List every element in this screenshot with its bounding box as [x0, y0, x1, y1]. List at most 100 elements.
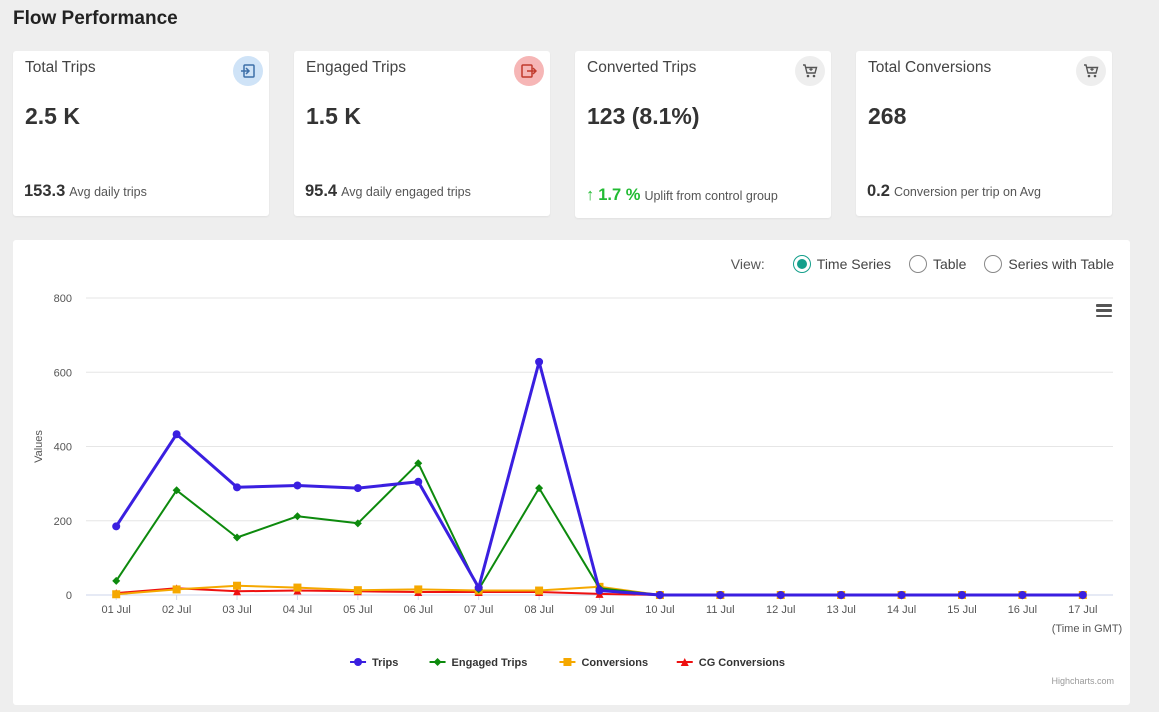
- radio-unchecked-icon[interactable]: [984, 255, 1003, 273]
- data-point: [1018, 591, 1027, 599]
- card-sub-label: Conversion per trip on Avg: [893, 185, 1042, 199]
- data-point: [716, 591, 725, 599]
- card-value: 2.5 K: [25, 103, 80, 129]
- data-point: [233, 587, 242, 596]
- x-tick-label: 08 Jul: [524, 604, 553, 616]
- data-point: [414, 585, 423, 594]
- data-point: [595, 586, 604, 595]
- card-sub-number: 0.2: [867, 182, 890, 200]
- y-tick-label: 200: [54, 516, 72, 528]
- card-label: Engaged Trips: [306, 59, 406, 76]
- data-point: [655, 591, 664, 599]
- cart-icon: [1076, 56, 1106, 86]
- legend-item[interactable]: CG Conversions: [699, 657, 785, 669]
- card-sub-number: 1.7 %: [598, 186, 641, 204]
- data-point: [112, 576, 121, 585]
- legend-marker: [680, 658, 689, 666]
- y-tick-label: 800: [54, 293, 72, 305]
- x-tick-label: 17 Jul: [1068, 604, 1097, 616]
- y-axis-title: Values: [33, 430, 45, 463]
- card-sub-number: 95.4: [305, 182, 338, 200]
- legend-item[interactable]: Trips: [372, 657, 398, 669]
- x-tick-label: 10 Jul: [645, 604, 674, 616]
- x-tick-label: 15 Jul: [947, 604, 976, 616]
- data-point: [353, 484, 362, 493]
- data-point: [837, 591, 846, 599]
- y-tick-label: 600: [54, 367, 72, 379]
- data-point: [474, 583, 483, 592]
- data-point: [535, 586, 544, 595]
- x-tick-label: 16 Jul: [1008, 604, 1037, 616]
- data-point: [535, 484, 544, 493]
- data-point: [233, 581, 242, 590]
- legend-marker: [563, 658, 572, 666]
- view-option-series-with-table[interactable]: Series with Table: [984, 255, 1114, 273]
- x-tick-label: 02 Jul: [162, 604, 191, 616]
- data-point: [172, 486, 181, 495]
- card-label: Total Conversions: [868, 59, 992, 76]
- data-point: [1078, 591, 1087, 599]
- arrow-up-icon: ↑: [586, 186, 595, 204]
- view-label: View:: [730, 256, 765, 272]
- line-chart: 0 200 400 600 800 01 Jul 02 Jul 03 Jul 04 Jul 05 …: [33, 293, 1122, 669]
- data-point: [233, 533, 242, 542]
- radio-unchecked-icon[interactable]: [908, 255, 927, 273]
- legend-item[interactable]: Conversions: [581, 657, 648, 669]
- data-point: [414, 459, 423, 468]
- x-tick-label: 12 Jul: [766, 604, 795, 616]
- card-label: Converted Trips: [587, 59, 697, 76]
- card-label: Total Trips: [25, 59, 96, 76]
- data-point: [776, 591, 785, 599]
- card-sub-label: Avg daily trips: [69, 185, 147, 199]
- series-line: [115, 462, 1083, 596]
- data-point: [112, 522, 121, 531]
- x-axis-title: (Time in GMT): [1052, 623, 1122, 635]
- data-point: [353, 586, 362, 595]
- page-title: Flow Performance: [13, 8, 178, 29]
- x-tick-label: 07 Jul: [464, 604, 493, 616]
- hamburger-menu-icon[interactable]: [1096, 304, 1112, 317]
- chart-credit[interactable]: Highcharts.com: [1051, 676, 1114, 686]
- data-point: [293, 583, 302, 592]
- legend-item[interactable]: Engaged Trips: [452, 657, 528, 669]
- x-tick-label: 01 Jul: [102, 604, 131, 616]
- card-subtext: 95.4 Avg daily engaged trips: [305, 182, 471, 201]
- data-point: [172, 585, 181, 594]
- view-option-table[interactable]: Table: [908, 255, 967, 273]
- legend-marker: [354, 658, 363, 666]
- card-value: 123 (8.1%): [587, 103, 700, 129]
- data-point: [233, 483, 242, 492]
- view-option-label: Table: [932, 256, 967, 272]
- cart-icon: [795, 56, 825, 86]
- card-engaged-trips: Engaged Trips 1.5 K 95.4 Avg daily engage…: [294, 51, 550, 216]
- x-tick-label: 11 Jul: [706, 604, 735, 616]
- data-point: [293, 512, 302, 521]
- data-point: [172, 430, 181, 439]
- chart-panel: View: Time Series Table Series with Tabl…: [13, 240, 1130, 705]
- card-subtext: 153.3 Avg daily trips: [24, 182, 147, 201]
- data-point: [293, 481, 302, 490]
- view-selector: View: Time Series Table Series with Tabl…: [731, 255, 1114, 273]
- x-tick-label: 05 Jul: [343, 604, 372, 616]
- view-option-time-series[interactable]: Time Series: [792, 255, 891, 273]
- data-point: [957, 591, 966, 599]
- card-subtext: ↑ 1.7 % Uplift from control group: [586, 186, 778, 205]
- data-point: [112, 590, 121, 599]
- x-tick-label: 14 Jul: [887, 604, 916, 616]
- card-value: 1.5 K: [306, 103, 361, 129]
- series-line: [114, 360, 1083, 597]
- card-sub-label: Uplift from control group: [644, 189, 778, 203]
- view-option-label: Time Series: [816, 256, 891, 272]
- card-converted-trips: Converted Trips 123 (8.1%) ↑ 1.7 % Uplift …: [575, 51, 831, 218]
- x-tick-label: 06 Jul: [404, 604, 433, 616]
- radio-checked-icon[interactable]: [792, 255, 811, 273]
- exit-icon: [514, 56, 544, 86]
- card-sub-number: 153.3: [24, 182, 66, 200]
- card-sub-label: Avg daily engaged trips: [341, 185, 471, 199]
- card-total-conversions: Total Conversions 268 0.2 Conversion per …: [856, 51, 1112, 216]
- card-total-trips: Total Trips 2.5 K 153.3 Avg daily trips: [13, 51, 269, 216]
- x-tick-label: 13 Jul: [826, 604, 855, 616]
- y-tick-label: 0: [66, 590, 72, 602]
- card-value: 268: [868, 103, 907, 129]
- view-option-label: Series with Table: [1008, 256, 1114, 272]
